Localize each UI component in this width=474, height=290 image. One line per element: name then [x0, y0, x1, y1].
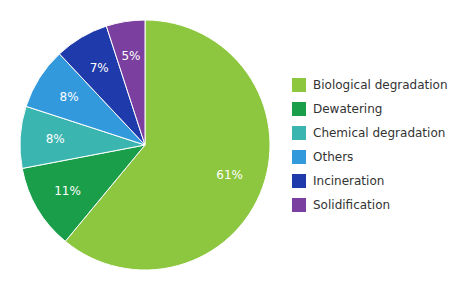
- legend-item: Biological degradation: [292, 78, 448, 92]
- legend-item: Others: [292, 150, 353, 164]
- data-label: 8%: [59, 90, 78, 104]
- legend-label: Dewatering: [313, 102, 382, 116]
- legend-label: Incineration: [313, 174, 384, 188]
- legend-label: Chemical degradation: [313, 126, 445, 140]
- legend-item: Solidification: [292, 198, 390, 212]
- legend-swatch: [292, 150, 306, 164]
- legend-swatch: [292, 78, 306, 92]
- legend: Biological degradation Dewatering Chemical…: [292, 78, 448, 212]
- legend-swatch: [292, 174, 306, 188]
- legend-swatch: [292, 102, 306, 116]
- chart-container: 61% 11% 8% 8% 7% 5% Biological degradation Dewa…: [0, 0, 474, 290]
- legend-label: Solidification: [313, 198, 390, 212]
- data-label: 8%: [46, 132, 65, 146]
- legend-item: Incineration: [292, 174, 384, 188]
- pie-slice: [106, 20, 145, 145]
- legend-swatch: [292, 126, 306, 140]
- data-labels: 61% 11% 8% 8% 7% 5%: [46, 49, 243, 198]
- legend-item: Chemical degradation: [292, 126, 445, 140]
- legend-item: Dewatering: [292, 102, 382, 116]
- data-label: 61%: [216, 168, 243, 182]
- data-label: 5%: [121, 49, 140, 63]
- chart-svg: 61% 11% 8% 8% 7% 5% Biological degradation Dewa…: [0, 0, 474, 290]
- pie: [20, 20, 270, 270]
- data-label: 11%: [54, 184, 81, 198]
- data-label: 7%: [90, 61, 109, 75]
- legend-label: Others: [313, 150, 353, 164]
- legend-swatch: [292, 198, 306, 212]
- legend-label: Biological degradation: [313, 78, 448, 92]
